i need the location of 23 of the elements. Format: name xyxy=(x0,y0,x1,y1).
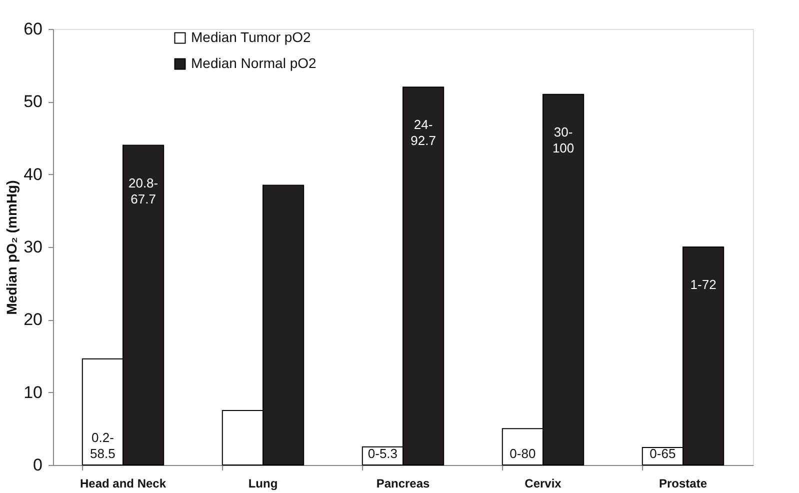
data-label: 30- 100 xyxy=(552,124,574,156)
y-tick-label: 0 xyxy=(33,456,42,474)
legend-label: Median Normal pO2 xyxy=(191,55,316,71)
x-tick-label: Lung xyxy=(248,476,278,490)
y-axis-title: Median pO₂ (mmHg) xyxy=(4,180,20,315)
y-tick-label: 30 xyxy=(24,238,42,256)
x-tick-label: Prostate xyxy=(658,476,708,490)
y-tick-label: 50 xyxy=(24,92,42,112)
x-tick-label: Head and Neck xyxy=(80,476,166,490)
y-tick-label: 40 xyxy=(24,164,42,184)
y-tick-label: 10 xyxy=(24,382,42,402)
data-label: 0-65 xyxy=(650,446,676,461)
x-tick-label: Cervix xyxy=(524,476,562,490)
y-tick-label: 60 xyxy=(24,20,42,38)
data-label: 0-80 xyxy=(510,446,536,461)
y-tick-label: 20 xyxy=(24,310,42,330)
data-label: 24- 92.7 xyxy=(410,117,436,148)
data-label: 20.8- 67.7 xyxy=(128,175,158,206)
x-tick-label: Pancreas xyxy=(376,476,430,490)
legend-label: Median Tumor pO2 xyxy=(191,29,312,45)
data-label: 1-72 xyxy=(690,277,716,292)
data-label: 0.2- 58.5 xyxy=(90,430,116,461)
data-label: 0-5.3 xyxy=(368,446,398,461)
